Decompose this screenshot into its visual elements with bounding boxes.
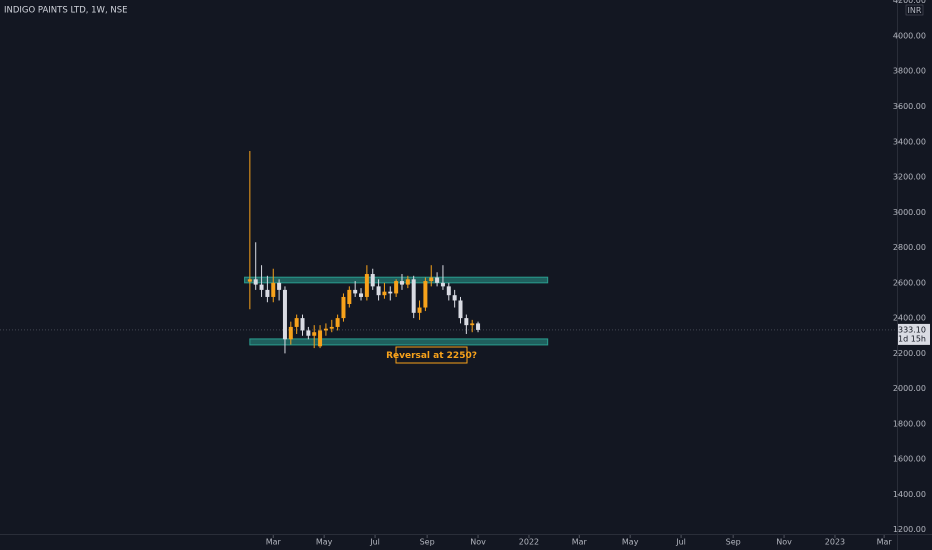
y-tick-label: 4200.00 bbox=[893, 0, 926, 5]
y-tick-label: 3200.00 bbox=[893, 173, 926, 182]
candle-body bbox=[388, 291, 393, 294]
candle-body bbox=[405, 279, 410, 285]
y-tick-label: 3000.00 bbox=[893, 208, 926, 217]
candle-body bbox=[364, 274, 369, 297]
x-tick-label: Nov bbox=[776, 538, 792, 547]
candle-body bbox=[411, 279, 416, 313]
candle-body bbox=[312, 332, 317, 336]
annotation: Reversal at 2250? bbox=[386, 351, 477, 361]
candle-body bbox=[277, 282, 282, 290]
candle-body bbox=[417, 307, 422, 313]
candle-body bbox=[376, 286, 381, 296]
y-tick-label: 3400.00 bbox=[893, 137, 926, 146]
y-tick-label: 2200.00 bbox=[893, 349, 926, 358]
y-tick-label: 2600.00 bbox=[893, 278, 926, 287]
x-tick-label: 2022 bbox=[519, 538, 539, 547]
last-price-box bbox=[898, 323, 930, 345]
candle-body bbox=[370, 274, 375, 287]
candle-body bbox=[318, 330, 323, 347]
y-tick-label: 1200.00 bbox=[893, 525, 926, 534]
chart-title: INDIGO PAINTS LTD, 1W, NSE bbox=[4, 6, 128, 16]
candle-body bbox=[446, 286, 451, 296]
y-tick-label: 3600.00 bbox=[893, 102, 926, 111]
y-tick-label: 2400.00 bbox=[893, 314, 926, 323]
y-tick-label: 1400.00 bbox=[893, 490, 926, 499]
y-tick-label: 1600.00 bbox=[893, 455, 926, 464]
candle-body bbox=[306, 330, 311, 336]
x-tick-label: 2023 bbox=[825, 538, 845, 547]
x-tick-label: Jul bbox=[675, 538, 686, 547]
candle-body bbox=[458, 300, 463, 319]
x-tick-label: Sep bbox=[726, 538, 741, 547]
candle-body bbox=[359, 293, 364, 297]
y-tick-label: 2000.00 bbox=[893, 384, 926, 393]
candle-body bbox=[452, 295, 457, 301]
candle-body bbox=[282, 289, 287, 340]
x-tick-label: Nov bbox=[470, 538, 486, 547]
annotation-box bbox=[395, 346, 468, 364]
candle-body bbox=[399, 281, 404, 285]
y-tick-label: 2800.00 bbox=[893, 243, 926, 252]
last-price-label: 2333.10 bbox=[893, 325, 926, 334]
candle-body bbox=[335, 318, 340, 327]
x-tick-label: Mar bbox=[266, 538, 282, 547]
x-tick-label: May bbox=[316, 538, 333, 547]
candle-body bbox=[341, 296, 346, 319]
candle-body bbox=[423, 281, 428, 308]
x-tick-label: Mar bbox=[877, 538, 893, 547]
candle-body bbox=[470, 323, 475, 326]
candle-body bbox=[347, 289, 352, 305]
candle-body bbox=[394, 281, 399, 294]
countdown: 1d 15h bbox=[898, 334, 926, 343]
candle-body bbox=[265, 289, 270, 297]
candle-body bbox=[300, 318, 305, 331]
candle-body bbox=[464, 318, 469, 326]
y-tick-label: 3800.00 bbox=[893, 67, 926, 76]
candle-body bbox=[353, 289, 358, 294]
candle-body bbox=[440, 282, 445, 287]
candle-body bbox=[259, 284, 264, 290]
x-tick-label: Mar bbox=[572, 538, 588, 547]
candle-body bbox=[476, 323, 481, 330]
candle-body bbox=[294, 318, 299, 327]
candle-body bbox=[271, 282, 276, 297]
currency: INR bbox=[908, 6, 922, 15]
candle-body bbox=[429, 277, 434, 282]
currency-box bbox=[905, 4, 924, 16]
y-tick-label: 4000.00 bbox=[893, 31, 926, 40]
candle-body bbox=[253, 279, 258, 285]
x-tick-label: Jul bbox=[369, 538, 380, 547]
candle-body bbox=[323, 328, 328, 331]
candle-body bbox=[435, 277, 440, 283]
candle-body bbox=[382, 291, 387, 296]
x-tick-label: May bbox=[622, 538, 639, 547]
candle-body bbox=[329, 326, 334, 329]
candle-body bbox=[247, 279, 252, 282]
candle-body bbox=[288, 326, 293, 340]
y-tick-label: 1800.00 bbox=[893, 419, 926, 428]
x-tick-label: Sep bbox=[420, 538, 435, 547]
zone bbox=[249, 338, 549, 346]
